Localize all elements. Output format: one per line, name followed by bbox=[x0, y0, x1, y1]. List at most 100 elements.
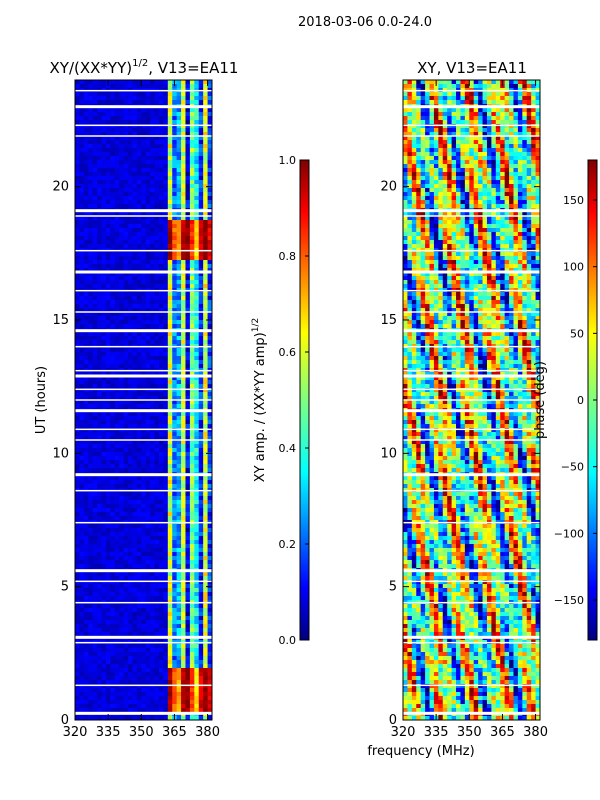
flagged-row bbox=[75, 489, 212, 492]
colorbar-tick-label: −100 bbox=[554, 527, 584, 540]
colorbar-tick-label: 100 bbox=[563, 261, 584, 274]
phase-axes-frame bbox=[402, 79, 541, 721]
flagged-row bbox=[75, 124, 212, 127]
flagged-row bbox=[403, 635, 540, 639]
amplitude-heatmap bbox=[75, 80, 212, 720]
colorbar-tick-label: −150 bbox=[554, 594, 584, 607]
flagged-row bbox=[75, 311, 212, 313]
colorbar-tick-label: 50 bbox=[570, 327, 584, 340]
flagged-row bbox=[75, 439, 212, 441]
amplitude-ylabel: UT (hours) bbox=[34, 366, 49, 434]
y-tick-label: 5 bbox=[389, 580, 397, 595]
flagged-row bbox=[403, 329, 540, 333]
y-tick-label: 10 bbox=[52, 446, 69, 461]
flagged-row bbox=[403, 374, 540, 378]
y-tick-label: 0 bbox=[389, 713, 397, 728]
flagged-row bbox=[75, 388, 212, 391]
phase-colorbar-ticks: −150 −100 −50 0 50 100 150 bbox=[554, 194, 597, 607]
colorbar-tick-label: 0.2 bbox=[279, 538, 297, 551]
colorbar-tick-label: 150 bbox=[563, 194, 584, 207]
flagged-row bbox=[75, 369, 212, 372]
flagged-row bbox=[75, 635, 212, 639]
flagged-row bbox=[75, 270, 212, 274]
flagged-row bbox=[403, 215, 540, 217]
flagged-row bbox=[75, 711, 212, 715]
flagged-row bbox=[75, 409, 212, 413]
x-tick-label: 365 bbox=[162, 725, 187, 740]
x-tick-label: 380 bbox=[523, 725, 548, 740]
flagged-row bbox=[75, 473, 212, 477]
phase-panel-title: XY, V13=EA11 bbox=[417, 59, 527, 77]
y-tick-label: 5 bbox=[61, 580, 69, 595]
flagged-row bbox=[403, 399, 540, 401]
flagged-row bbox=[75, 641, 212, 644]
flagged-row bbox=[75, 289, 212, 292]
flagged-row bbox=[403, 135, 540, 137]
flagged-row bbox=[75, 428, 212, 431]
flagged-row bbox=[403, 369, 540, 372]
flagged-row bbox=[75, 601, 212, 604]
amplitude-colorbar-label: XY amp. / (XX*YY amp)1/2 bbox=[251, 318, 268, 482]
colorbar-tick-label: 0.4 bbox=[279, 442, 297, 455]
flagged-row bbox=[75, 135, 212, 137]
x-tick-label: 380 bbox=[195, 725, 220, 740]
flagged-row bbox=[403, 289, 540, 292]
x-tick-label: 350 bbox=[129, 725, 154, 740]
flagged-row bbox=[403, 345, 540, 348]
flagged-row bbox=[75, 215, 212, 217]
amplitude-colorbar-ticks: 0.0 0.2 0.4 0.6 0.8 1.0 bbox=[279, 154, 309, 647]
y-tick-label: 15 bbox=[380, 313, 397, 328]
flagged-row bbox=[403, 105, 540, 109]
flagged-row bbox=[75, 569, 212, 573]
y-tick-label: 15 bbox=[52, 313, 69, 328]
figure-title: 2018-03-06 0.0-24.0 bbox=[298, 15, 432, 30]
x-tick-label: 320 bbox=[391, 725, 416, 740]
phase-colorbar-label: phase (deg) bbox=[533, 361, 548, 439]
colorbar-tick-label: −50 bbox=[561, 461, 584, 474]
flagged-row bbox=[75, 105, 212, 109]
flagged-row bbox=[403, 249, 540, 252]
amplitude-colorbar: 0.0 0.2 0.4 0.6 0.8 1.0 XY amp. / (XX*YY amp)… bbox=[251, 154, 310, 647]
flagged-row bbox=[403, 711, 540, 715]
flagged-row bbox=[75, 399, 212, 401]
amplitude-axes-frame bbox=[74, 79, 213, 721]
phase-axes: 320 335 350 365 380 0 5 10 15 20 bbox=[380, 80, 548, 740]
amplitude-colorbar-gradient bbox=[299, 159, 310, 641]
colorbar-tick-label: 1.0 bbox=[279, 154, 297, 167]
flagged-row bbox=[75, 374, 212, 378]
phase-colorbar: −150 −100 −50 0 50 100 150 phase (deg) bbox=[533, 159, 598, 641]
flagged-row bbox=[75, 89, 212, 92]
y-tick-label: 20 bbox=[52, 180, 69, 195]
flagged-row bbox=[403, 641, 540, 644]
colorbar-tick-label: 0.0 bbox=[279, 634, 297, 647]
flagged-row bbox=[403, 569, 540, 573]
amplitude-panel: XY/(XX*YY)1/2, V13=EA11 320 335 350 365 380 0… bbox=[34, 58, 238, 740]
flagged-row bbox=[403, 409, 540, 413]
phase-heatmap bbox=[403, 80, 540, 720]
flagged-row bbox=[403, 684, 540, 687]
flagged-row bbox=[403, 473, 540, 477]
flagged-row bbox=[403, 124, 540, 127]
x-tick-label: 350 bbox=[457, 725, 482, 740]
flagged-row bbox=[75, 580, 212, 583]
flagged-row bbox=[403, 89, 540, 92]
flagged-row bbox=[75, 345, 212, 348]
x-tick-label: 320 bbox=[63, 725, 88, 740]
flagged-row bbox=[75, 684, 212, 687]
flagged-row bbox=[403, 428, 540, 431]
flagged-row bbox=[403, 209, 540, 213]
phase-panel: XY, V13=EA11 320 335 350 365 380 0 5 10 15 20 bbox=[380, 59, 548, 740]
y-tick-label: 10 bbox=[380, 446, 397, 461]
flagged-row bbox=[403, 601, 540, 604]
y-tick-label: 20 bbox=[380, 180, 397, 195]
amplitude-panel-title: XY/(XX*YY)1/2, V13=EA11 bbox=[50, 58, 239, 77]
flagged-row bbox=[75, 209, 212, 213]
flagged-row bbox=[403, 439, 540, 441]
flagged-row bbox=[75, 521, 212, 524]
flagged-row bbox=[403, 580, 540, 583]
flagged-row bbox=[403, 521, 540, 524]
x-tick-label: 365 bbox=[490, 725, 515, 740]
flagged-row bbox=[403, 388, 540, 391]
flagged-row bbox=[403, 311, 540, 313]
